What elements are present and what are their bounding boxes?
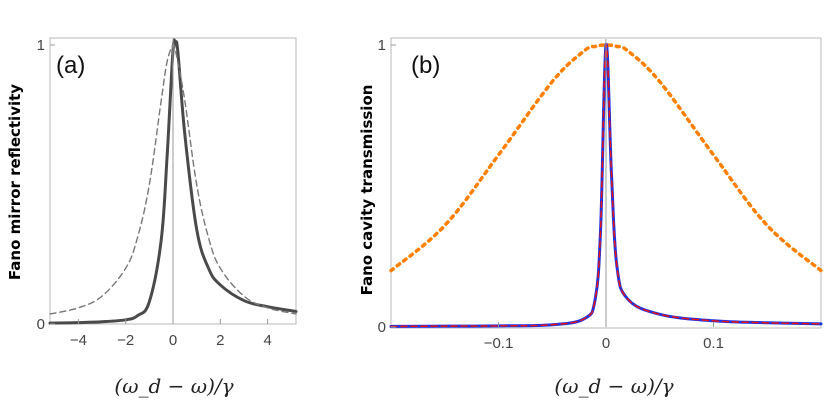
panel-a-chart: −4 −2 0 2 4 0 1 (a) Fano mirror reflectivity (… [6,37,298,398]
panel-b-x-tick-label: 0 [602,335,610,352]
panel-a-series-dashed-1 [49,43,297,315]
panel-a-x-axis-label: (ω_d − ω)/γ [114,374,233,398]
panel-a-y-tick-label: 0 [37,316,45,333]
panel-a-x-tick-label: 0 [169,332,177,349]
panel-b-label: (b) [411,52,440,79]
panel-b-y-tick-label: 1 [378,37,386,54]
panel-b-x-tick-label: −0.1 [484,335,514,352]
panel-a-x-tick-label: −2 [117,332,134,349]
panel-a-label: (a) [56,52,85,79]
panel-b-y-tick-label: 0 [378,319,386,336]
panel-a-x-tick-label: 4 [263,332,271,349]
panel-a-x-tick-label: 2 [216,332,224,349]
panel-b-x-axis-label: (ω_d − ω)/γ [554,374,673,398]
panel-a-x-tick-label: −4 [70,332,87,349]
panel-b-series-dotted-0 [389,43,823,273]
panel-b-axes: −0.1 0 0.1 0 1 [378,37,724,352]
panel-b-x-tick-label: 0.1 [703,335,724,352]
panel-b-y-axis-label: Fano cavity transmission [358,85,376,296]
panel-b-plot-frame [390,37,822,329]
panel-a-y-axis-label: Fano mirror reflectivity [6,84,24,280]
panel-a-y-tick-label: 1 [37,37,45,54]
panel-b-chart: −0.1 0 0.101 (b) Fano cavity transmission … [358,37,823,398]
panel-a-axes: −4 −2 0 2 4 0 1 [37,37,272,349]
